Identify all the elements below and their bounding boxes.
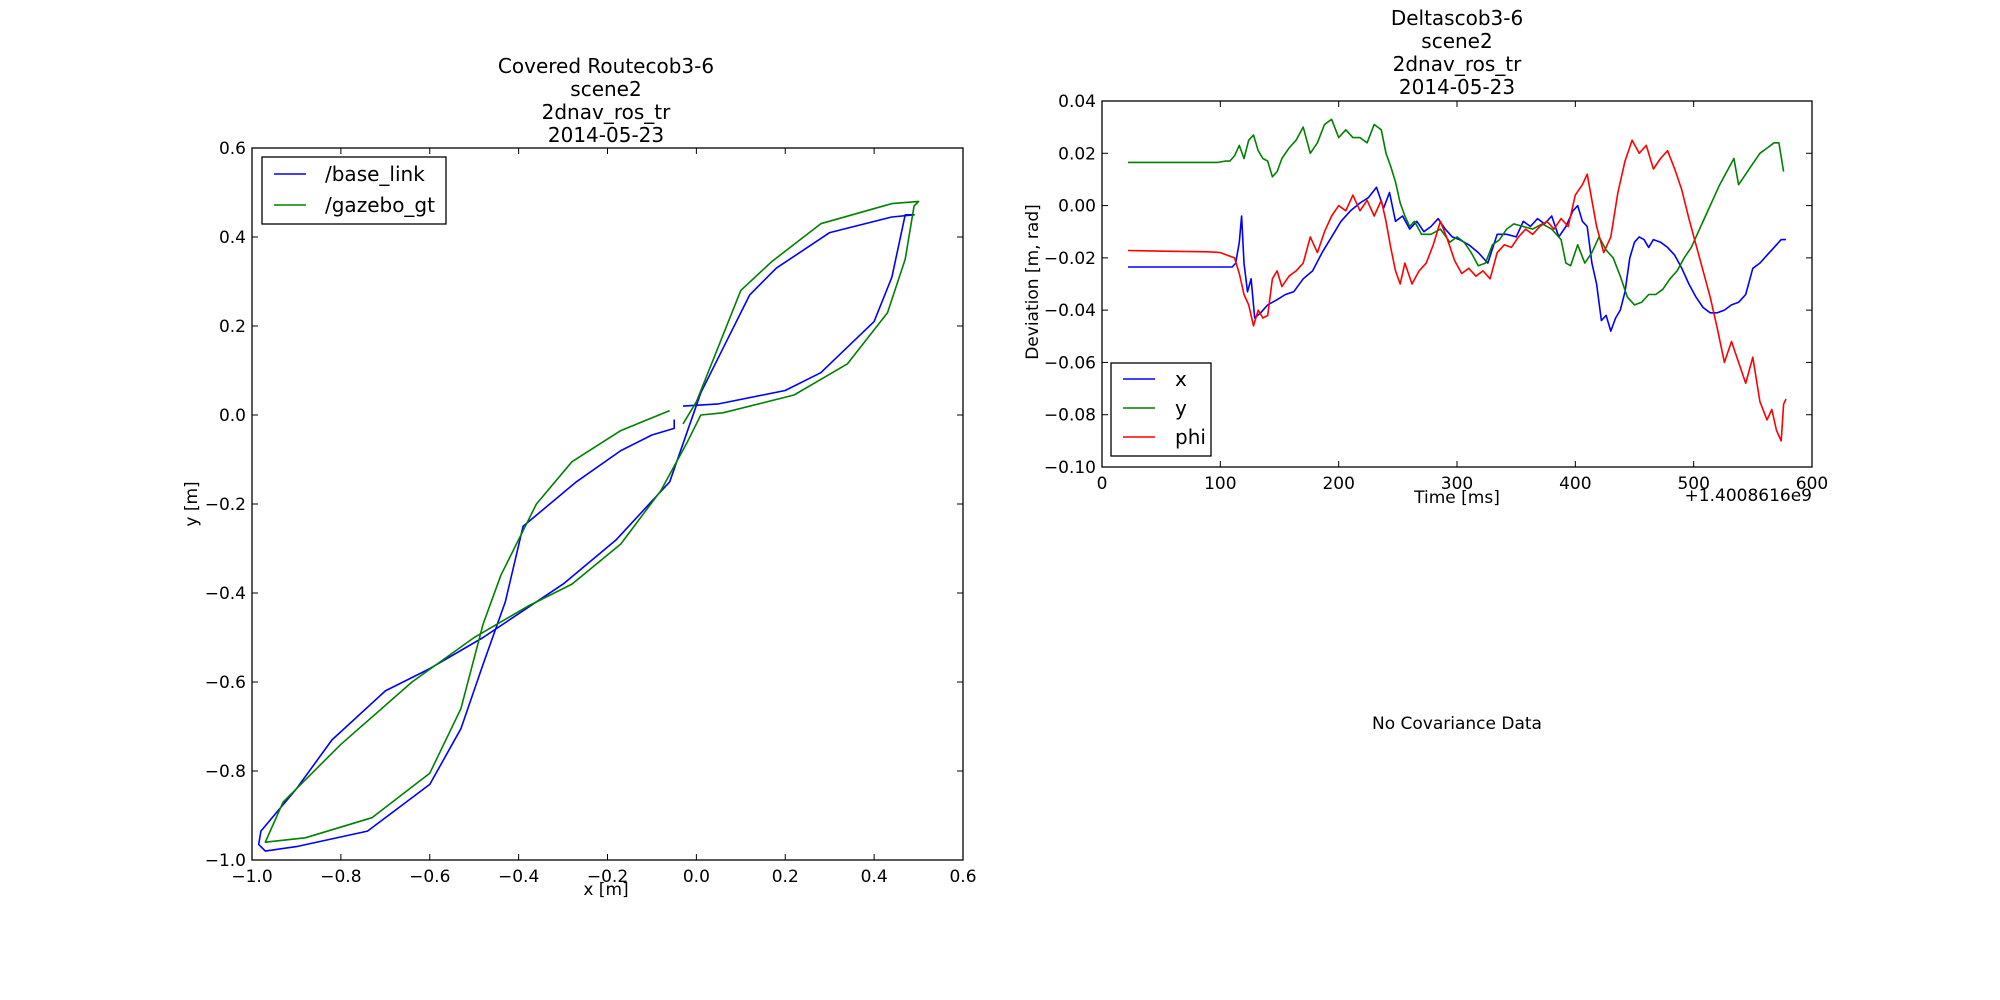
deltas-series-line-x bbox=[1128, 186, 1786, 332]
deltas-ticks: 0 100 200 300 400 500 600 −0.10 −0.08 −0.06 −0.04 −… bbox=[1044, 92, 1828, 494]
deltas-series-line-phi bbox=[1127, 139, 1787, 442]
route-x-tick-label: −0.8 bbox=[320, 867, 361, 887]
deltas-legend-label-y: y bbox=[1175, 396, 1187, 420]
route-x-tick-label: 0.0 bbox=[683, 867, 710, 887]
route-x-tick-label: −0.6 bbox=[409, 867, 450, 887]
route-title-line-2: scene2 bbox=[570, 77, 641, 101]
route-plot-area bbox=[251, 147, 964, 861]
deltas-legend-label-x: x bbox=[1175, 367, 1187, 391]
deltas-legend: x y phi bbox=[1110, 362, 1212, 457]
route-y-tick-label: 0.0 bbox=[219, 406, 246, 426]
route-title-line-4: 2014-05-23 bbox=[548, 123, 664, 147]
deltas-y-tick-label: −0.06 bbox=[1044, 353, 1096, 373]
deltas-x-tick-label: 200 bbox=[1322, 474, 1354, 494]
deltas-y-tick-label: 0.04 bbox=[1058, 92, 1096, 112]
deltas-chart: Deltascob3-6 scene2 2dnav_ros_tr 2014-05… bbox=[1023, 6, 1828, 508]
route-y-tick-label: −0.4 bbox=[205, 584, 246, 604]
deltas-y-tick-label: 0.00 bbox=[1058, 197, 1096, 217]
deltas-y-tick-label: −0.08 bbox=[1044, 406, 1096, 426]
route-legend-box bbox=[261, 156, 447, 225]
deltas-x-tick-label: 600 bbox=[1796, 474, 1828, 494]
deltas-title-line-3: 2dnav_ros_tr bbox=[1393, 52, 1522, 76]
route-y-tick-label: 0.6 bbox=[219, 139, 246, 159]
deltas-series-line-y bbox=[1128, 118, 1785, 306]
route-x-axis-label: x [m] bbox=[583, 880, 628, 900]
deltas-x-offset-label: +1.4008616e9 bbox=[1685, 486, 1812, 506]
route-x-tick-label: 0.6 bbox=[949, 867, 976, 887]
route-y-axis-label: y [m] bbox=[182, 481, 202, 526]
route-y-tick-label: −0.8 bbox=[205, 762, 246, 782]
deltas-y-tick-label: −0.10 bbox=[1044, 458, 1096, 478]
deltas-title-line-1: Deltascob3-6 bbox=[1391, 6, 1523, 30]
deltas-x-tick-label: 300 bbox=[1441, 474, 1473, 494]
deltas-x-tick-label: 400 bbox=[1559, 474, 1591, 494]
route-series-line-base-link bbox=[257, 214, 915, 852]
deltas-x-tick-label: 500 bbox=[1677, 474, 1709, 494]
deltas-title-line-2: scene2 bbox=[1421, 29, 1492, 53]
route-title-line-3: 2dnav_ros_tr bbox=[542, 100, 671, 124]
no-covariance-text: No Covariance Data bbox=[1372, 714, 1542, 734]
route-x-tick-label: −0.4 bbox=[498, 867, 539, 887]
deltas-y-tick-label: 0.02 bbox=[1058, 144, 1096, 164]
deltas-x-tick-label: 100 bbox=[1204, 474, 1236, 494]
deltas-y-tick-label: −0.04 bbox=[1044, 301, 1096, 321]
route-axes-frame bbox=[251, 147, 964, 861]
route-y-tick-label: −0.2 bbox=[205, 495, 246, 515]
route-x-tick-label: 0.4 bbox=[861, 867, 888, 887]
route-legend: /base_link /gazebo_gt bbox=[261, 156, 447, 225]
deltas-x-axis-label: Time [ms] bbox=[1413, 488, 1500, 508]
deltas-y-axis-label: Deviation [m, rad] bbox=[1023, 204, 1043, 360]
route-legend-label-base-link: /base_link bbox=[325, 162, 425, 186]
route-series-line-gazebo-gt bbox=[264, 200, 920, 843]
deltas-title-line-4: 2014-05-23 bbox=[1399, 75, 1515, 99]
route-y-tick-label: −1.0 bbox=[205, 851, 246, 871]
deltas-y-tick-label: −0.02 bbox=[1044, 249, 1096, 269]
route-title-line-1: Covered Routecob3-6 bbox=[498, 54, 714, 78]
route-y-tick-label: −0.6 bbox=[205, 673, 246, 693]
route-x-tick-label: −1.0 bbox=[231, 867, 272, 887]
deltas-legend-label-phi: phi bbox=[1175, 425, 1206, 449]
route-legend-label-gazebo-gt: /gazebo_gt bbox=[325, 193, 435, 217]
route-x-tick-label: −0.2 bbox=[587, 867, 628, 887]
route-x-tick-label: 0.2 bbox=[772, 867, 799, 887]
route-ticks: −1.0 −0.8 −0.6 −0.4 −0.2 0.0 0.2 0.4 0.6 −1.0 −0.8… bbox=[205, 139, 977, 887]
route-chart: Covered Routecob3-6 scene2 2dnav_ros_tr … bbox=[182, 54, 977, 900]
deltas-x-tick-label: 0 bbox=[1097, 474, 1108, 494]
route-y-tick-label: 0.4 bbox=[219, 228, 246, 248]
route-y-tick-label: 0.2 bbox=[219, 317, 246, 337]
